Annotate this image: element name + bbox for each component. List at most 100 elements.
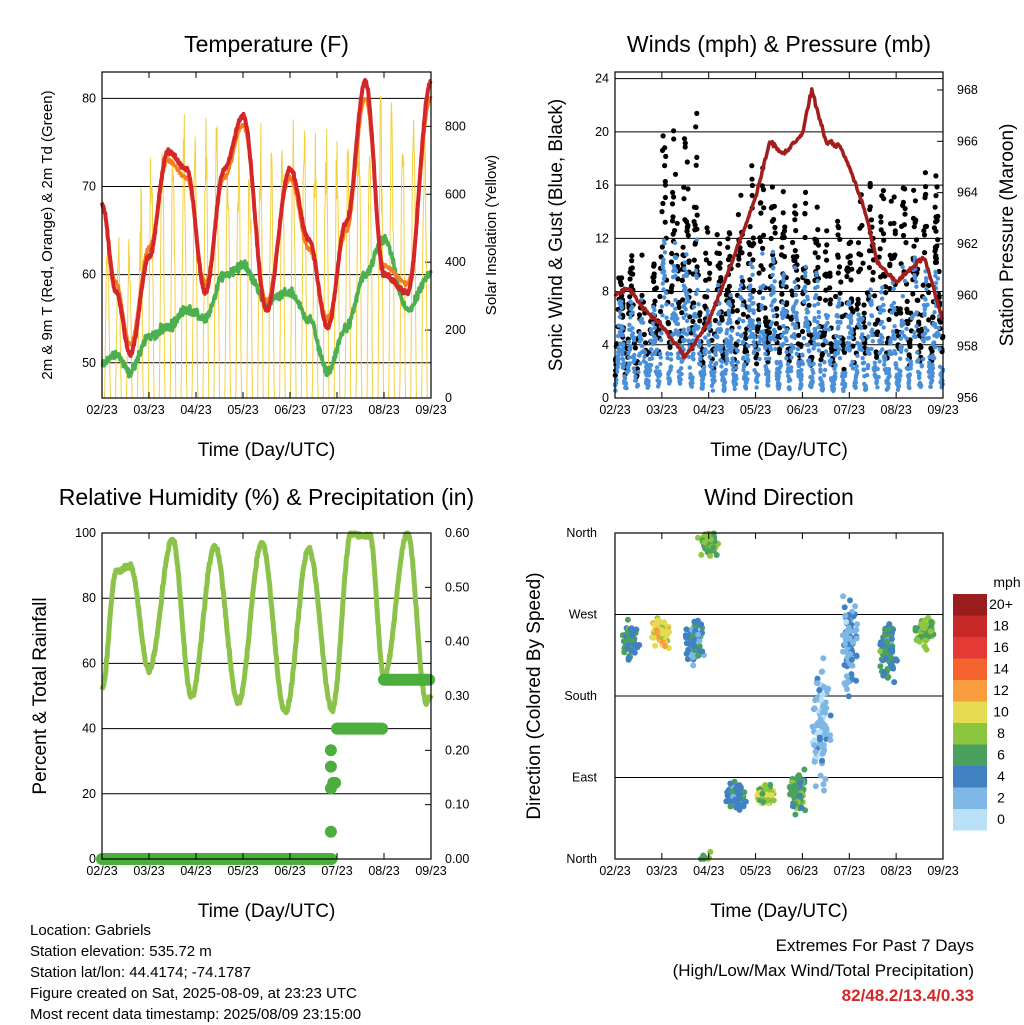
gust-point <box>657 293 663 300</box>
wind-point <box>736 338 741 343</box>
wind-point <box>877 338 882 343</box>
wind-point <box>696 343 702 348</box>
wind-point <box>774 370 779 376</box>
wind-point <box>878 310 883 315</box>
wind-point <box>653 369 658 374</box>
gust-point <box>681 196 687 202</box>
gust-point <box>706 276 712 282</box>
wind-point <box>821 373 827 378</box>
wind-point <box>785 366 791 371</box>
wind-point <box>914 284 919 289</box>
wind-point <box>929 380 934 385</box>
wind-point <box>771 313 777 319</box>
gust-point <box>749 163 755 169</box>
plot-frame-2 <box>614 71 944 399</box>
x-tick-label: 08/23 <box>368 864 399 878</box>
wind-point <box>823 349 829 354</box>
wind-point <box>758 285 763 290</box>
wind-point <box>779 343 784 348</box>
gust-point <box>663 153 669 159</box>
direction-point <box>707 536 714 543</box>
wind-point <box>904 348 909 353</box>
wind-point <box>752 368 757 373</box>
gust-point <box>838 279 844 285</box>
direction-point <box>723 798 730 805</box>
y-tick-label: 60 <box>82 656 96 670</box>
wind-point <box>739 274 744 280</box>
wind-point <box>727 317 733 322</box>
direction-point <box>701 539 708 546</box>
wind-point <box>928 384 933 389</box>
wind-point <box>698 370 703 376</box>
wind-point <box>905 357 910 362</box>
chart-title: Relative Humidity (%) & Precipitation (i… <box>59 484 474 510</box>
wind-point <box>866 347 872 352</box>
wind-point <box>741 339 746 344</box>
gust-point <box>747 277 753 283</box>
wind-point <box>642 354 647 360</box>
colorbar-label: 10 <box>993 704 1009 720</box>
gust-point <box>676 304 682 310</box>
gust-point <box>855 240 862 246</box>
extremes-box: Extremes For Past 7 Days (High/Low/Max W… <box>673 933 974 1008</box>
wind-point <box>632 369 637 375</box>
wind-point <box>658 351 663 356</box>
gust-point <box>911 243 917 249</box>
wind-point <box>752 335 757 340</box>
gust-point <box>676 300 682 306</box>
direction-point <box>816 728 823 735</box>
direction-point <box>683 626 690 633</box>
wind-point <box>671 268 676 274</box>
wind-point <box>933 273 938 278</box>
wind-point <box>672 331 677 337</box>
x-tick-label: 08/23 <box>881 403 912 417</box>
wind-point <box>760 329 766 334</box>
y-right-tick-label: 966 <box>957 134 978 148</box>
gust-point <box>796 332 802 338</box>
x-axis-label: Time (Day/UTC) <box>710 440 848 461</box>
wind-point <box>662 250 668 255</box>
wind-point <box>656 381 661 387</box>
wind-point <box>790 321 796 327</box>
wind-point <box>735 331 740 337</box>
y-tick-label: 8 <box>602 285 609 299</box>
colorbar-label: 16 <box>993 639 1009 655</box>
gust-point <box>705 229 711 235</box>
wind-point <box>855 370 860 375</box>
wind-point <box>747 304 752 309</box>
gust-point <box>671 128 677 134</box>
wind-point <box>780 315 785 321</box>
wind-point <box>687 338 692 344</box>
gust-point <box>660 200 666 207</box>
gust-point <box>878 227 884 233</box>
wind-point <box>811 336 816 342</box>
wind-point <box>749 295 755 300</box>
gust-point <box>740 311 747 317</box>
gust-point <box>901 222 908 228</box>
wind-point <box>748 261 753 267</box>
gust-point <box>674 220 680 226</box>
colorbar-swatch <box>953 701 987 723</box>
gust-point <box>761 205 767 211</box>
plot-frame-3 <box>101 532 432 860</box>
wind-point <box>762 337 767 342</box>
direction-point <box>686 640 693 647</box>
colorbar-swatch <box>953 787 987 809</box>
plot-frame-1 <box>101 71 432 399</box>
wind-point <box>691 357 696 362</box>
wind-point <box>791 304 796 309</box>
wind-point <box>735 360 740 365</box>
direction-point <box>787 790 794 796</box>
wind-point <box>681 283 687 288</box>
wind-point <box>740 303 745 308</box>
gust-point <box>806 302 812 308</box>
wind-point <box>692 333 698 338</box>
colorbar-label: 14 <box>993 661 1009 677</box>
gust-point <box>874 329 881 335</box>
x-tick-label: 08/23 <box>368 403 399 417</box>
x-tick-label: 09/23 <box>415 403 446 417</box>
direction-point <box>727 803 734 810</box>
wind-point <box>780 282 786 288</box>
extremes-subtitle: (High/Low/Max Wind/Total Precipitation) <box>672 961 974 980</box>
gust-point <box>659 147 666 153</box>
